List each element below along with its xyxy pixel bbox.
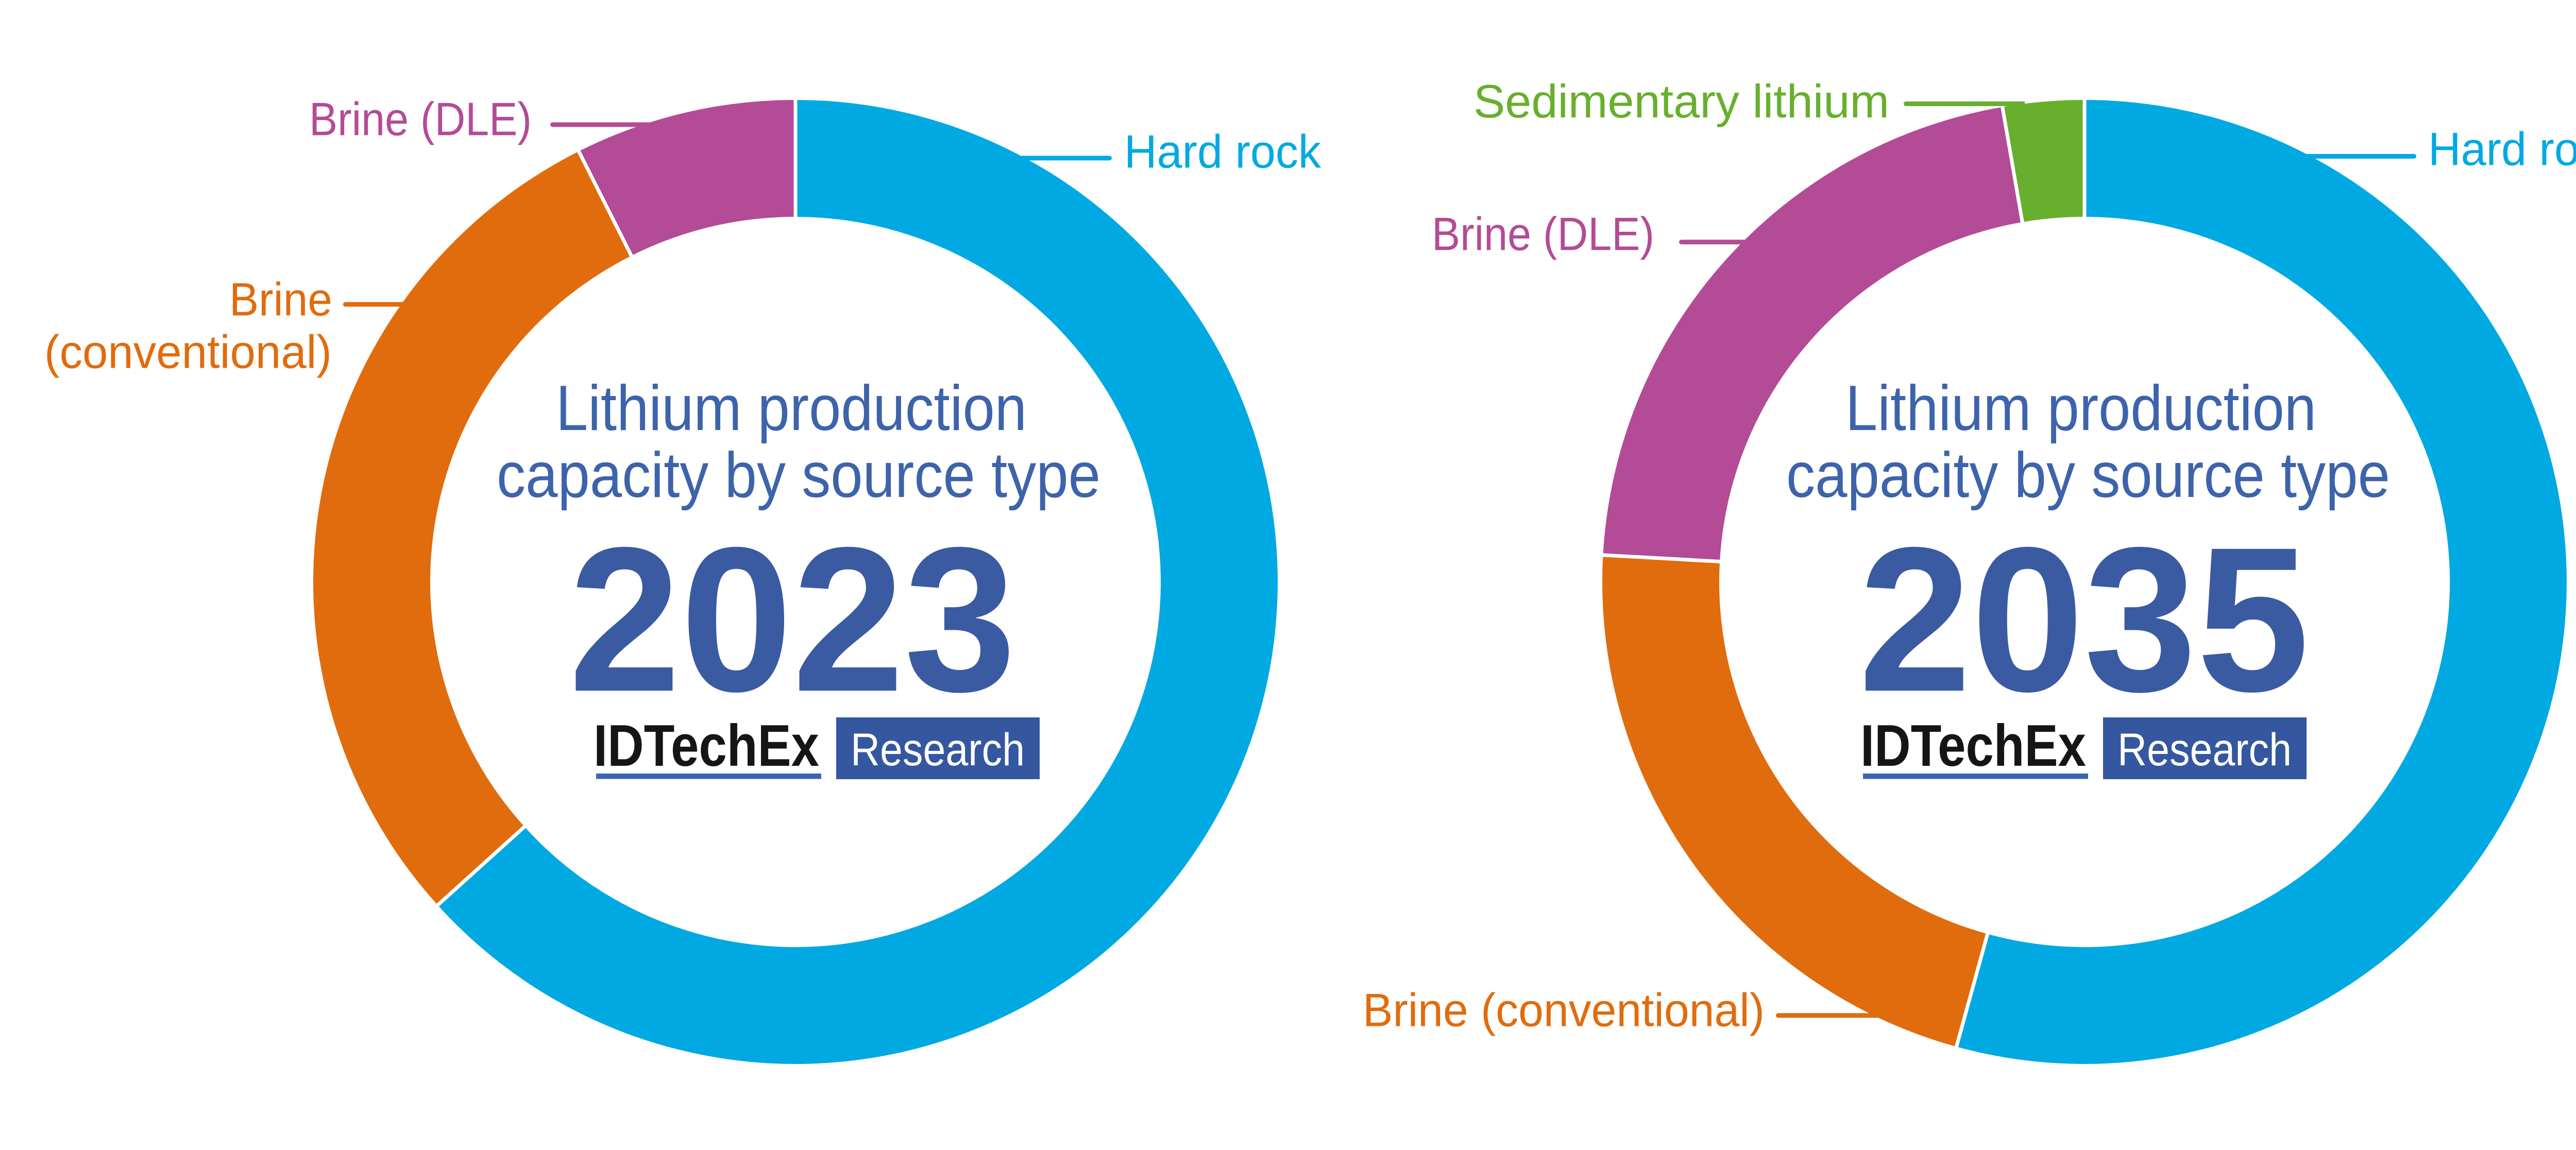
svg-text:Research: Research xyxy=(851,724,1025,775)
svg-text:IDTechEx: IDTechEx xyxy=(594,713,819,779)
svg-text:Brine (DLE): Brine (DLE) xyxy=(1432,209,1654,261)
svg-text:capacity by source type: capacity by source type xyxy=(1786,440,2390,511)
svg-text:Brine (conventional): Brine (conventional) xyxy=(1363,984,1765,1036)
svg-text:2023: 2023 xyxy=(569,504,1016,734)
svg-text:Brine (DLE): Brine (DLE) xyxy=(309,94,532,146)
svg-text:Brine: Brine xyxy=(229,274,332,326)
svg-text:Hard rock: Hard rock xyxy=(2428,124,2576,176)
svg-text:IDTechEx: IDTechEx xyxy=(1860,713,2086,779)
svg-text:Sedimentary lithium: Sedimentary lithium xyxy=(1473,76,1889,128)
svg-text:Lithium production: Lithium production xyxy=(556,373,1027,444)
svg-text:Research: Research xyxy=(2117,724,2292,775)
svg-text:Hard rock: Hard rock xyxy=(1124,126,1321,178)
svg-text:(conventional): (conventional) xyxy=(44,326,332,378)
svg-text:capacity by source type: capacity by source type xyxy=(497,440,1100,511)
svg-text:2035: 2035 xyxy=(1859,504,2310,734)
svg-text:Lithium production: Lithium production xyxy=(1845,373,2316,444)
